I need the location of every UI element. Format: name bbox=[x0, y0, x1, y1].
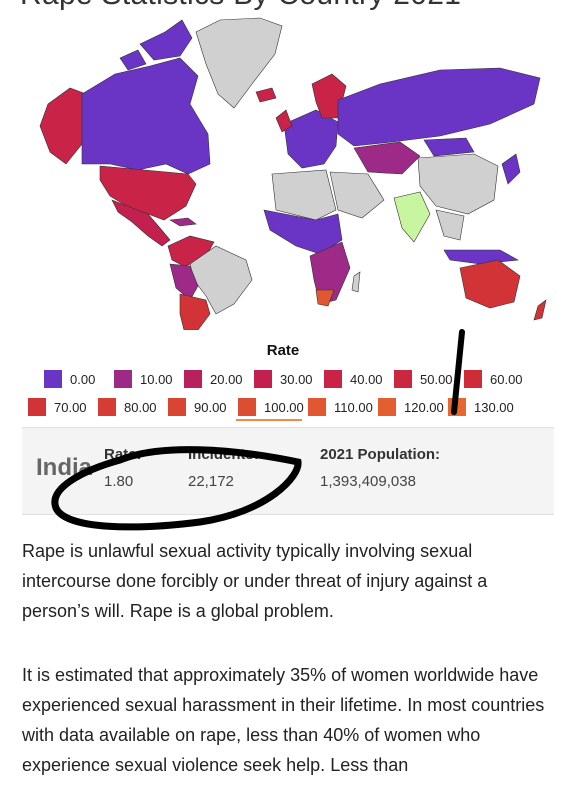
map-region-japan[interactable] bbox=[501, 153, 521, 185]
country-info-panel: India Rate: 1.80 Incidents: 22,172 2021 … bbox=[22, 427, 554, 515]
map-region-australia[interactable] bbox=[459, 259, 521, 309]
incidents-label: Incidents: bbox=[188, 446, 259, 463]
map-region-arctic-islands-2[interactable] bbox=[119, 49, 147, 71]
map-region-europe[interactable] bbox=[283, 109, 339, 169]
legend-item[interactable]: 70.00 bbox=[28, 398, 87, 416]
legend-item[interactable]: 60.00 bbox=[464, 370, 523, 388]
legend-item[interactable]: 20.00 bbox=[184, 370, 243, 388]
legend-label: 10.00 bbox=[140, 371, 173, 387]
map-region-usa[interactable] bbox=[99, 165, 197, 221]
legend-label: 0.00 bbox=[70, 371, 96, 387]
map-region-indonesia[interactable] bbox=[443, 249, 519, 265]
legend-swatch bbox=[254, 370, 272, 388]
legend-item[interactable]: 10.00 bbox=[114, 370, 173, 388]
legend-label: 120.00 bbox=[404, 399, 444, 415]
page-title: Rape Statistics By Country 2021 bbox=[20, 0, 461, 12]
map-region-mongolia[interactable] bbox=[423, 137, 475, 157]
legend-swatch bbox=[44, 370, 62, 388]
map-region-alaska[interactable] bbox=[39, 87, 87, 165]
legend-swatch bbox=[324, 370, 342, 388]
legend-label: 110.00 bbox=[334, 399, 373, 415]
map-region-middle-east[interactable] bbox=[329, 171, 385, 219]
legend-label: 90.00 bbox=[194, 399, 227, 415]
legend-item[interactable]: 50.00 bbox=[394, 370, 453, 388]
rate-value: 1.80 bbox=[104, 473, 134, 490]
legend-label: 30.00 bbox=[280, 371, 313, 387]
map-region-russia[interactable] bbox=[337, 67, 541, 147]
map-region-china[interactable] bbox=[417, 153, 499, 215]
map-region-mexico[interactable] bbox=[111, 199, 171, 247]
world-map[interactable] bbox=[20, 14, 560, 330]
map-region-new-zealand[interactable] bbox=[533, 299, 547, 321]
legend-label: 60.00 bbox=[490, 371, 523, 387]
legend-swatch bbox=[448, 398, 466, 416]
legend-swatch bbox=[168, 398, 186, 416]
map-region-canada[interactable] bbox=[81, 57, 211, 175]
legend-swatch bbox=[394, 370, 412, 388]
legend-item[interactable]: 130.00 bbox=[448, 398, 514, 416]
map-region-uk[interactable] bbox=[275, 109, 293, 133]
legend-item[interactable]: 90.00 bbox=[168, 398, 227, 416]
legend-swatch bbox=[464, 370, 482, 388]
selected-country-name: India bbox=[36, 454, 93, 481]
legend-item[interactable]: 110.00 bbox=[308, 398, 373, 416]
article-paragraph-2: It is estimated that approximately 35% o… bbox=[22, 665, 545, 775]
map-region-south-africa-tip[interactable] bbox=[315, 289, 335, 307]
legend-label: 50.00 bbox=[420, 371, 453, 387]
legend-swatch bbox=[184, 370, 202, 388]
map-region-peru[interactable] bbox=[169, 263, 199, 301]
legend-item[interactable]: 80.00 bbox=[98, 398, 157, 416]
map-region-south-africa[interactable] bbox=[309, 241, 351, 305]
map-region-iceland[interactable] bbox=[255, 87, 277, 103]
legend-item[interactable]: 30.00 bbox=[254, 370, 313, 388]
legend-swatch bbox=[378, 398, 396, 416]
legend-label: 80.00 bbox=[124, 399, 157, 415]
legend-swatch bbox=[114, 370, 132, 388]
legend-swatch bbox=[308, 398, 326, 416]
legend-swatch bbox=[238, 398, 256, 416]
map-region-greenland[interactable] bbox=[195, 17, 283, 109]
legend-label: 130.00 bbox=[474, 399, 514, 415]
map-region-north-africa[interactable] bbox=[271, 169, 337, 221]
legend-label: 20.00 bbox=[210, 371, 243, 387]
map-region-central-asia[interactable] bbox=[353, 141, 421, 175]
map-region-southeast-asia[interactable] bbox=[435, 209, 465, 241]
incidents-value: 22,172 bbox=[188, 473, 234, 490]
map-region-india[interactable] bbox=[393, 191, 431, 243]
map-region-madagascar[interactable] bbox=[351, 271, 361, 293]
legend-item[interactable]: 40.00 bbox=[324, 370, 383, 388]
map-region-argentina[interactable] bbox=[179, 293, 211, 330]
article-paragraph-1: Rape is unlawful sexual activity typical… bbox=[22, 541, 488, 621]
legend-swatch bbox=[98, 398, 116, 416]
rate-label: Rate: bbox=[104, 446, 142, 463]
legend-item[interactable]: 120.00 bbox=[378, 398, 444, 416]
legend-swatch bbox=[28, 398, 46, 416]
legend-item[interactable]: 0.00 bbox=[44, 370, 95, 388]
legend-label: 40.00 bbox=[350, 371, 383, 387]
map-region-arctic-islands[interactable] bbox=[139, 19, 193, 61]
population-value: 1,393,409,038 bbox=[320, 473, 416, 490]
legend-label: 100.00 bbox=[264, 399, 304, 415]
legend-title: Rate bbox=[266, 342, 300, 359]
population-label: 2021 Population: bbox=[320, 446, 441, 463]
map-region-caribbean[interactable] bbox=[169, 217, 197, 227]
legend-item[interactable]: 100.00 bbox=[236, 398, 304, 421]
legend-label: 70.00 bbox=[54, 399, 87, 415]
